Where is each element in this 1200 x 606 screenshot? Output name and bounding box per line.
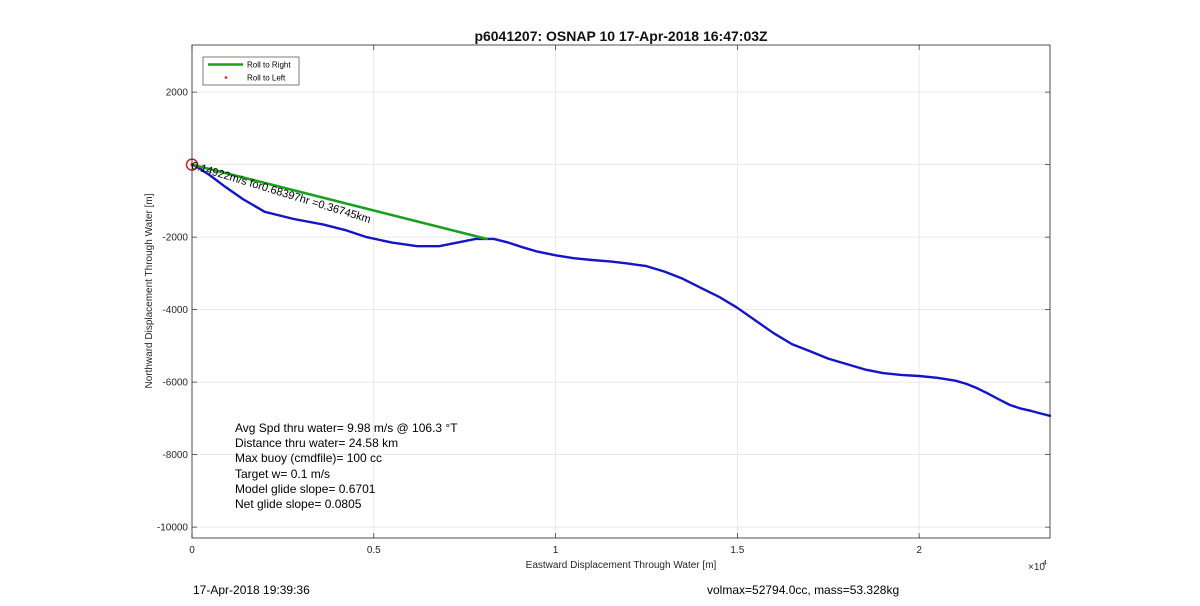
y-tick-label: -4000 xyxy=(162,305,188,316)
x-tick-label: 2 xyxy=(916,545,922,556)
footer-timestamp: 17-Apr-2018 19:39:36 xyxy=(193,583,310,597)
x-tick-label: 1 xyxy=(553,545,559,556)
y-tick-label: 2000 xyxy=(166,88,189,99)
y-axis-label: Northward Displacement Through Water [m] xyxy=(144,193,155,388)
stat-model-glide: Model glide slope= 0.6701 xyxy=(235,482,376,496)
y-tick-label: -6000 xyxy=(162,378,188,389)
stat-distance: Distance thru water= 24.58 km xyxy=(235,436,398,450)
series-group xyxy=(185,158,1052,417)
stat-avg-speed: Avg Spd thru water= 9.98 m/s @ 106.3 °T xyxy=(235,421,458,435)
y-tick-label: -8000 xyxy=(162,450,188,461)
x-axis-ticks: 0 0.5 1 1.5 2 xyxy=(189,45,922,556)
legend-label-roll-left: Roll to Left xyxy=(247,74,286,83)
x-tick-label: 0 xyxy=(189,545,195,556)
footer-mass-info: volmax=52794.0cc, mass=53.328kg xyxy=(707,583,899,597)
y-tick-label: -2000 xyxy=(162,233,188,244)
stat-target-w: Target w= 0.1 m/s xyxy=(235,467,330,481)
stats-annotations: Avg Spd thru water= 9.98 m/s @ 106.3 °T … xyxy=(235,421,458,511)
legend-label-roll-right: Roll to Right xyxy=(247,61,291,70)
x-tick-label: 0.5 xyxy=(367,545,381,556)
x-tick-label: 1.5 xyxy=(730,545,744,556)
grid-lines xyxy=(191,45,1050,538)
y-tick-label: -10000 xyxy=(157,523,189,534)
plot-frame xyxy=(191,44,1051,539)
x-exponent-power: 4 xyxy=(1043,560,1047,567)
series-line-track xyxy=(190,163,1052,417)
chart-title: p6041207: OSNAP 10 17-Apr-2018 16:47:03Z xyxy=(474,28,768,44)
legend: Roll to Right Roll to Left xyxy=(202,56,300,86)
legend-swatch-roll-left xyxy=(224,76,228,79)
legend-box xyxy=(202,56,300,86)
y-axis-ticks: 2000 -2000 -4000 -6000 -8000 -10000 xyxy=(157,88,1050,534)
stat-max-buoy: Max buoy (cmdfile)= 100 cc xyxy=(235,451,382,465)
plot-area xyxy=(192,45,1050,538)
x-axis-label: Eastward Displacement Through Water [m] xyxy=(526,560,717,571)
x-axis-exponent: ×10 4 xyxy=(1028,560,1047,573)
stat-net-glide: Net glide slope= 0.0805 xyxy=(235,497,362,511)
x-exponent-base: ×10 xyxy=(1028,562,1045,573)
series-line-roll-right xyxy=(190,163,488,241)
